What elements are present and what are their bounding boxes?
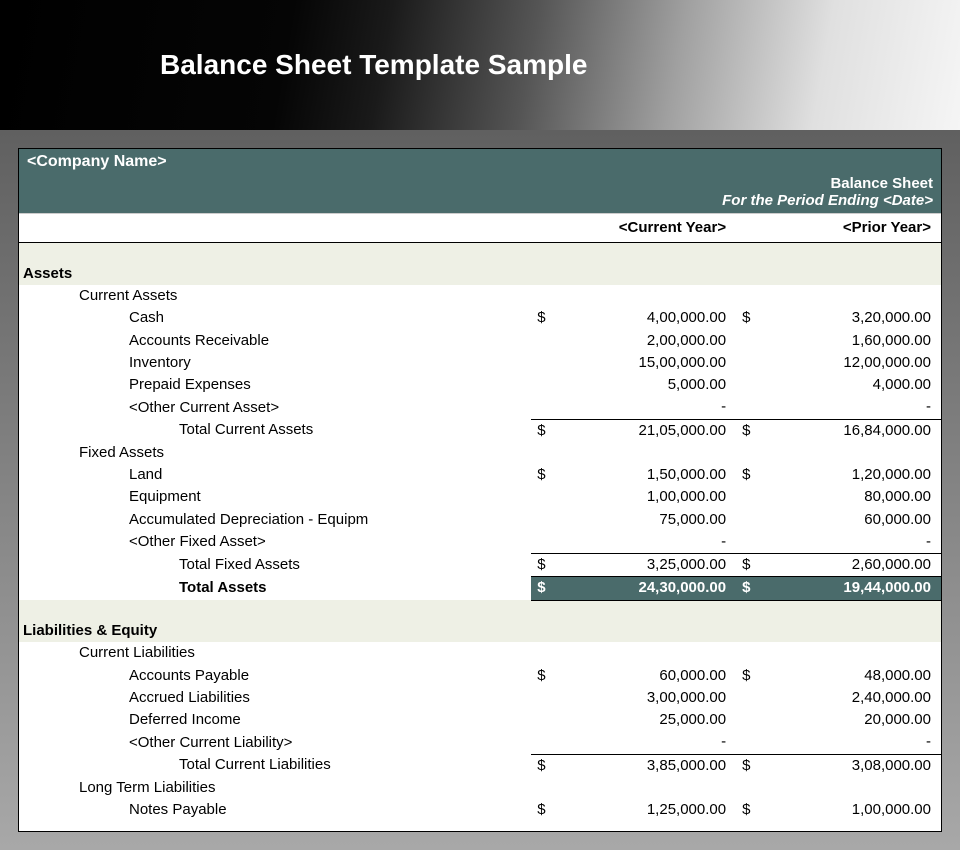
- assets-section: Assets: [19, 263, 941, 285]
- company-name: <Company Name>: [27, 153, 933, 171]
- current-assets-label: Current Assets: [19, 285, 531, 307]
- line-item: <Other Current Asset> - -: [19, 396, 941, 419]
- sheet-surround: <Company Name> Balance Sheet For the Per…: [0, 130, 960, 850]
- year-header-row: <Current Year> <Prior Year>: [19, 214, 941, 243]
- long-term-liabilities-subsection: Long Term Liabilities: [19, 777, 941, 799]
- liabilities-label: Liabilities & Equity: [19, 620, 531, 642]
- sheet-title: Balance Sheet: [27, 175, 933, 192]
- prior-year-header: <Prior Year>: [736, 214, 941, 243]
- line-item: Cash $ 4,00,000.00 $ 3,20,000.00: [19, 307, 941, 329]
- line-item: Equipment 1,00,000.00 80,000.00: [19, 486, 941, 508]
- line-item: Accumulated Depreciation - Equipm 75,000…: [19, 509, 941, 531]
- total-current-liabilities: Total Current Liabilities $ 3,85,000.00 …: [19, 754, 941, 777]
- line-item: Inventory 15,00,000.00 12,00,000.00: [19, 352, 941, 374]
- current-year-header: <Current Year>: [531, 214, 736, 243]
- line-item: Accrued Liabilities 3,00,000.00 2,40,000…: [19, 687, 941, 709]
- company-header: <Company Name>: [19, 149, 941, 173]
- line-item: Accounts Payable $ 60,000.00 $ 48,000.00: [19, 665, 941, 687]
- line-item: Notes Payable $ 1,25,000.00 $ 1,00,000.0…: [19, 799, 941, 821]
- sheet-title-block: Balance Sheet For the Period Ending <Dat…: [19, 173, 941, 213]
- balance-sheet-table: <Current Year> <Prior Year> Assets Curre…: [19, 213, 941, 821]
- line-item: <Other Fixed Asset> - -: [19, 531, 941, 554]
- total-fixed-assets: Total Fixed Assets $ 3,25,000.00 $ 2,60,…: [19, 554, 941, 577]
- line-item: Prepaid Expenses 5,000.00 4,000.00: [19, 374, 941, 396]
- liabilities-section: Liabilities & Equity: [19, 620, 941, 642]
- line-item: Accounts Receivable 2,00,000.00 1,60,000…: [19, 330, 941, 352]
- line-item: Land $ 1,50,000.00 $ 1,20,000.00: [19, 464, 941, 486]
- assets-label: Assets: [19, 263, 531, 285]
- line-item: <Other Current Liability> - -: [19, 731, 941, 754]
- period-ending: For the Period Ending <Date>: [27, 192, 933, 209]
- current-assets-subsection: Current Assets: [19, 285, 941, 307]
- fixed-assets-subsection: Fixed Assets: [19, 442, 941, 464]
- page-banner: Balance Sheet Template Sample: [0, 0, 960, 130]
- current-liabilities-subsection: Current Liabilities: [19, 642, 941, 664]
- balance-sheet: <Company Name> Balance Sheet For the Per…: [18, 148, 942, 832]
- total-assets: Total Assets $ 24,30,000.00 $ 19,44,000.…: [19, 577, 941, 600]
- total-current-assets: Total Current Assets $ 21,05,000.00 $ 16…: [19, 419, 941, 442]
- banner-title: Balance Sheet Template Sample: [160, 49, 587, 81]
- line-item: Deferred Income 25,000.00 20,000.00: [19, 709, 941, 731]
